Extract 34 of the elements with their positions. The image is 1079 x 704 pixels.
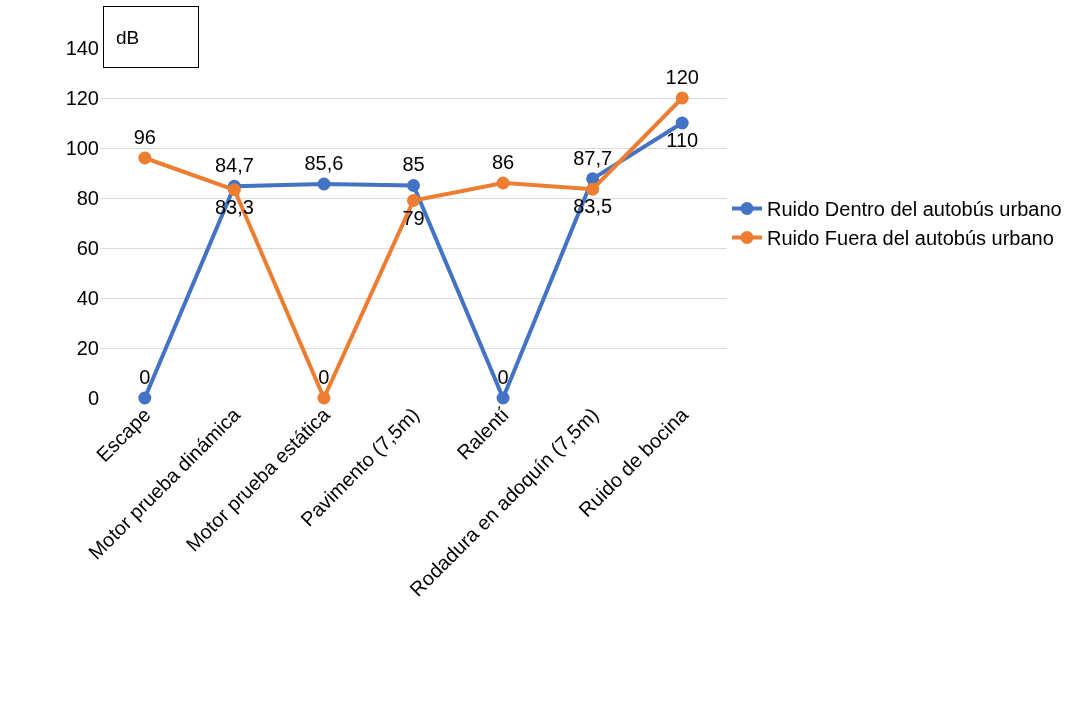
data-label: 0 [318, 365, 330, 388]
y-tick-label: 0 [87, 387, 99, 409]
y-tick-label: 80 [76, 187, 99, 209]
y-tick-label: 40 [76, 287, 99, 309]
data-label: 86 [491, 150, 515, 173]
point [496, 176, 510, 190]
point [317, 391, 331, 405]
point [675, 91, 689, 105]
point [407, 194, 420, 207]
point [138, 151, 152, 165]
point [496, 391, 510, 405]
data-label: 84,7 [214, 154, 254, 177]
data-label: 85 [402, 153, 425, 176]
point [675, 116, 689, 130]
y-tick-label: 120 [65, 87, 99, 109]
legend-label: Ruido Fuera del autobús urbano [767, 227, 1054, 250]
data-label: 96 [133, 125, 156, 148]
y-tick-label: 60 [76, 237, 99, 259]
y-tick-label: 140 [65, 37, 99, 59]
point [317, 177, 331, 191]
data-label: 85,6 [304, 151, 344, 174]
point [227, 183, 241, 197]
data-label: 0 [497, 365, 509, 388]
legend-label: Ruido Dentro del autobús urbano [767, 198, 1062, 221]
data-label: 0 [139, 365, 151, 388]
point [586, 182, 600, 196]
data-label: 110 [666, 129, 699, 152]
data-label: 120 [665, 65, 699, 88]
y-tick-label: 20 [76, 337, 99, 359]
point [138, 391, 152, 405]
y-axis-title: dB [116, 26, 140, 48]
data-label: 87,7 [573, 146, 613, 169]
point [407, 179, 420, 192]
y-tick-label: 100 [65, 137, 99, 159]
